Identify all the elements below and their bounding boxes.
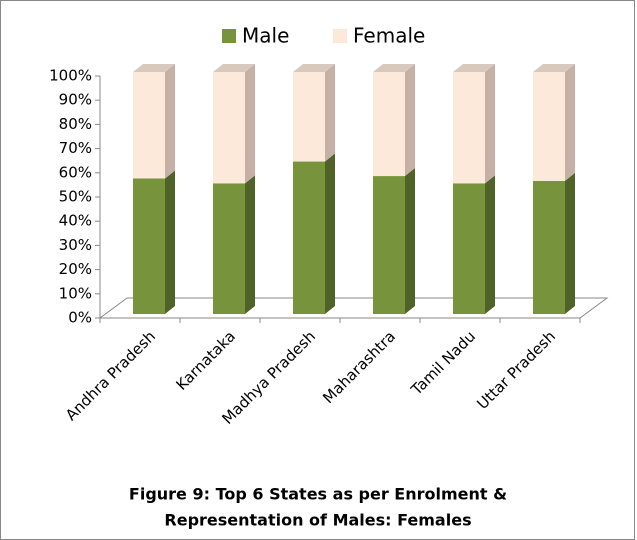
bar-segment	[453, 72, 485, 184]
bar-segment	[133, 178, 165, 314]
bar-segment	[373, 72, 405, 177]
bar-side	[325, 64, 335, 162]
legend-label: Male	[242, 24, 289, 48]
bar-top	[213, 64, 255, 72]
legend-swatch	[333, 29, 347, 43]
caption: Figure 9: Top 6 States as per Enrolment …	[129, 485, 507, 504]
bar-side	[485, 175, 495, 314]
y-tick-label: 90%	[59, 91, 92, 109]
y-tick-label: 50%	[59, 188, 92, 206]
y-tick-label: 40%	[59, 212, 92, 230]
bar-top	[373, 64, 415, 72]
bar-top	[533, 64, 575, 72]
bar-side	[405, 168, 415, 314]
y-tick-label: 70%	[59, 139, 92, 157]
bar-side	[165, 64, 175, 179]
bar-top	[293, 64, 335, 72]
bar-segment	[213, 183, 245, 314]
bar-side	[405, 64, 415, 177]
bar-top	[133, 64, 175, 72]
bar-top	[453, 64, 495, 72]
y-tick-label: 30%	[59, 236, 92, 254]
y-tick-label: 0%	[68, 309, 92, 327]
bar-segment	[453, 183, 485, 314]
bar-side	[245, 64, 255, 184]
bar-segment	[133, 72, 165, 179]
bar-segment	[533, 72, 565, 181]
y-tick-label: 100%	[49, 67, 92, 85]
bar-segment	[293, 161, 325, 314]
bar-side	[325, 153, 335, 314]
bar-side	[565, 64, 575, 181]
floor	[98, 297, 609, 319]
y-tick-label: 80%	[59, 115, 92, 133]
bar-segment	[373, 176, 405, 314]
bar-side	[165, 170, 175, 314]
y-tick-label: 60%	[59, 163, 92, 181]
bar-segment	[293, 72, 325, 162]
bar-segment	[213, 72, 245, 184]
caption: Representation of Males: Females	[164, 511, 471, 530]
bar-side	[485, 64, 495, 184]
y-tick-label: 20%	[59, 260, 92, 278]
legend-label: Female	[353, 24, 425, 48]
legend-swatch	[222, 29, 236, 43]
y-tick-label: 10%	[59, 284, 92, 302]
bar-side	[565, 172, 575, 314]
bar-side	[245, 175, 255, 314]
bar-segment	[533, 180, 565, 314]
